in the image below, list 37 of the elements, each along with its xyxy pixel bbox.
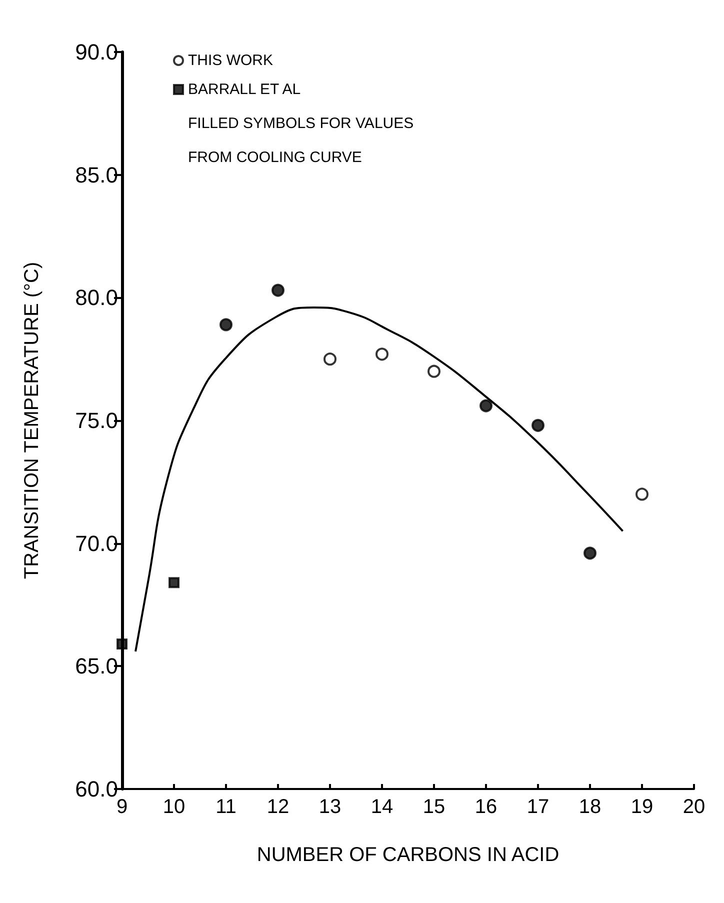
x-tick-label: 17 xyxy=(526,796,550,818)
y-tick-label: 85.0 xyxy=(75,162,118,188)
y-tick-label: 60.0 xyxy=(75,776,118,802)
y-axis-title: TRANSITION TEMPERATURE (°C) xyxy=(21,262,43,580)
x-tick-label: 10 xyxy=(162,796,186,818)
point xyxy=(636,488,648,501)
point xyxy=(220,318,232,332)
annotation: FROM COOLING CURVE xyxy=(188,149,362,166)
point xyxy=(272,284,284,297)
point xyxy=(324,352,336,366)
annotation: FILLED SYMBOLS FOR VALUES xyxy=(188,115,414,132)
point xyxy=(376,348,388,361)
x-tick-label: 9 xyxy=(116,796,128,818)
x-axis-title: NUMBER OF CARBONS IN ACID xyxy=(256,844,560,866)
x-tick-label: 14 xyxy=(370,796,394,818)
x-tick-label: 19 xyxy=(630,796,654,818)
legend-label: BARRALL ET AL xyxy=(188,81,301,98)
point xyxy=(116,638,128,650)
line-series xyxy=(134,306,624,652)
legend-label: THIS WORK xyxy=(188,52,273,69)
x-tick-label: 11 xyxy=(216,796,236,818)
point xyxy=(480,399,492,412)
point xyxy=(428,364,440,378)
x-tick-label: 20 xyxy=(682,796,706,818)
x-tick-label: 13 xyxy=(318,796,342,818)
x-tick-label: 16 xyxy=(474,796,498,818)
y-tick-label: 90.0 xyxy=(75,40,118,64)
point xyxy=(532,418,544,432)
y-tick-label: 70.0 xyxy=(75,530,118,556)
x-tick-label: 18 xyxy=(578,796,602,818)
x-tick-label: 12 xyxy=(266,796,290,818)
point xyxy=(168,577,180,588)
y-tick-label: 65.0 xyxy=(75,654,118,679)
y-tick-label: 75.0 xyxy=(75,408,118,433)
y-tick-label: 80.0 xyxy=(75,285,118,310)
point xyxy=(584,546,596,560)
x-tick-label: 15 xyxy=(422,796,446,818)
